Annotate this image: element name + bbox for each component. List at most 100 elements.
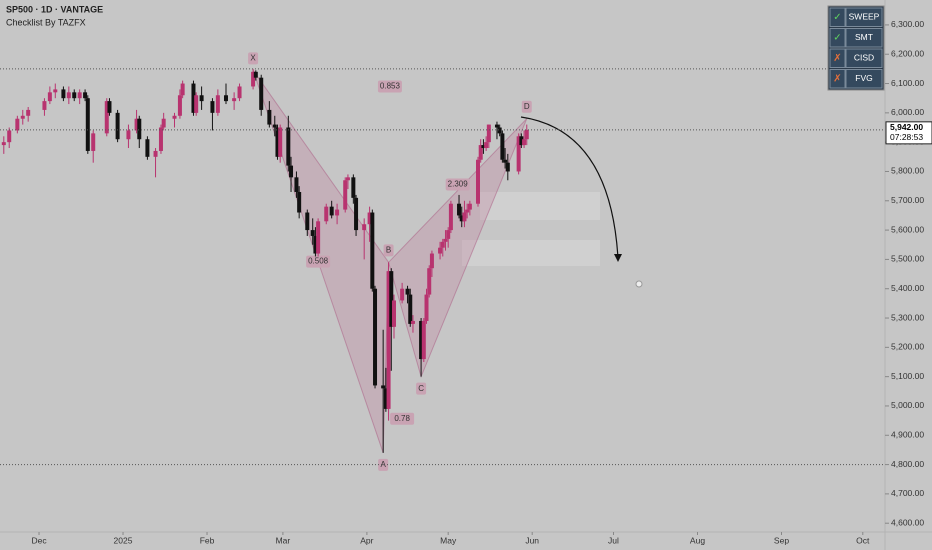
candle-body (516, 136, 521, 172)
candle-body (459, 215, 464, 222)
candle-body (486, 124, 491, 143)
ratio-box (306, 255, 331, 268)
candle-body (354, 197, 359, 231)
last-price-label: 5,942.00 (890, 122, 923, 132)
pattern-label-box (383, 244, 394, 257)
candle-body (251, 71, 256, 87)
candle-body (386, 271, 391, 409)
y-tick-label: 5,300.00 (891, 312, 924, 322)
checklist-status: ✓ (833, 32, 841, 43)
candle-body (223, 95, 228, 102)
candle-body (400, 288, 405, 301)
ratio-label: 0.508 (308, 257, 329, 266)
checklist-cell (829, 7, 846, 27)
pattern-label: X (250, 53, 256, 62)
candle-body (310, 230, 315, 236)
y-tick-label: 4,900.00 (891, 430, 924, 440)
x-tick-label: Oct (856, 535, 870, 545)
candle-body (500, 133, 505, 160)
candle-body (161, 118, 166, 128)
checklist-status: ✗ (833, 53, 841, 64)
candle-body (126, 130, 131, 140)
candle-body (457, 203, 462, 216)
candle-body (462, 212, 467, 222)
candle-body (427, 268, 432, 295)
candle-body (429, 253, 434, 269)
candle-body (373, 288, 378, 386)
candle-body (383, 388, 388, 409)
candle-body (145, 139, 150, 157)
candle-body (199, 95, 204, 102)
pattern-label-box (248, 52, 259, 65)
x-tick-label: Aug (690, 535, 705, 545)
candle-body (524, 129, 529, 140)
candle-body (215, 95, 220, 113)
checklist-label: CISD (854, 53, 874, 63)
candle-body (47, 92, 52, 102)
checklist-cell (845, 7, 883, 27)
candle-body (405, 288, 410, 295)
candle-body (362, 224, 367, 231)
candle-body (77, 92, 82, 99)
candle-body (42, 101, 47, 110)
candle-body (275, 127, 280, 157)
x-tick-label: Dec (31, 535, 47, 545)
candle-body (20, 115, 25, 119)
candle-body (289, 165, 294, 178)
candle-body (410, 320, 415, 324)
candle-body (389, 271, 394, 327)
countdown: 07:28:53 (890, 132, 923, 142)
pattern-label: B (386, 245, 391, 254)
y-tick-label: 6,200.00 (891, 48, 924, 58)
candle-body (191, 83, 196, 113)
candle-body (343, 180, 348, 210)
y-tick-label: 5,700.00 (891, 195, 924, 205)
x-tick-label: Apr (360, 535, 373, 545)
candle-body (381, 385, 386, 389)
candle-body (134, 118, 139, 131)
checklist-cell (845, 48, 883, 68)
candle-body (83, 92, 88, 99)
checklist-cell (829, 69, 846, 89)
x-tick-label: Jul (608, 535, 619, 545)
candle-body (294, 177, 299, 192)
y-tick-label: 5,000.00 (891, 400, 924, 410)
checklist-cell (845, 69, 883, 89)
y-tick-label: 6,300.00 (891, 19, 924, 29)
candle-body (351, 177, 356, 198)
candle-body (448, 203, 453, 231)
y-tick-label: 4,800.00 (891, 459, 924, 469)
pattern-label: C (418, 384, 424, 393)
candle-body (494, 124, 499, 128)
ratio-box (445, 178, 470, 191)
candle-body (345, 177, 350, 181)
candle-body (158, 127, 163, 151)
y-tick-label: 5,600.00 (891, 224, 924, 234)
pattern-label-box (521, 100, 532, 113)
x-tick-label: Sep (774, 535, 789, 545)
candle-body (329, 206, 334, 216)
checklist-label: FVG (855, 73, 872, 83)
candle-body (91, 133, 96, 151)
candle-body (370, 212, 375, 289)
candle-body (316, 221, 321, 254)
ratio-label: 0.853 (380, 82, 401, 91)
candle-body (335, 209, 340, 216)
candle-body (172, 115, 177, 119)
candle-body (137, 118, 142, 140)
candle-body (438, 247, 443, 254)
candle-body (180, 83, 185, 96)
y-tick-label: 5,800.00 (891, 166, 924, 176)
candle-body (272, 124, 277, 128)
checklist-status: ✗ (833, 73, 841, 84)
checklist-cell (829, 28, 846, 48)
x-tick-label: May (440, 535, 457, 545)
candle-body (194, 95, 199, 113)
y-tick-label: 4,700.00 (891, 488, 924, 498)
y-tick-label: 5,500.00 (891, 254, 924, 264)
fvg-zone (480, 192, 600, 220)
candle-body (497, 127, 502, 134)
candle-body (391, 300, 396, 327)
